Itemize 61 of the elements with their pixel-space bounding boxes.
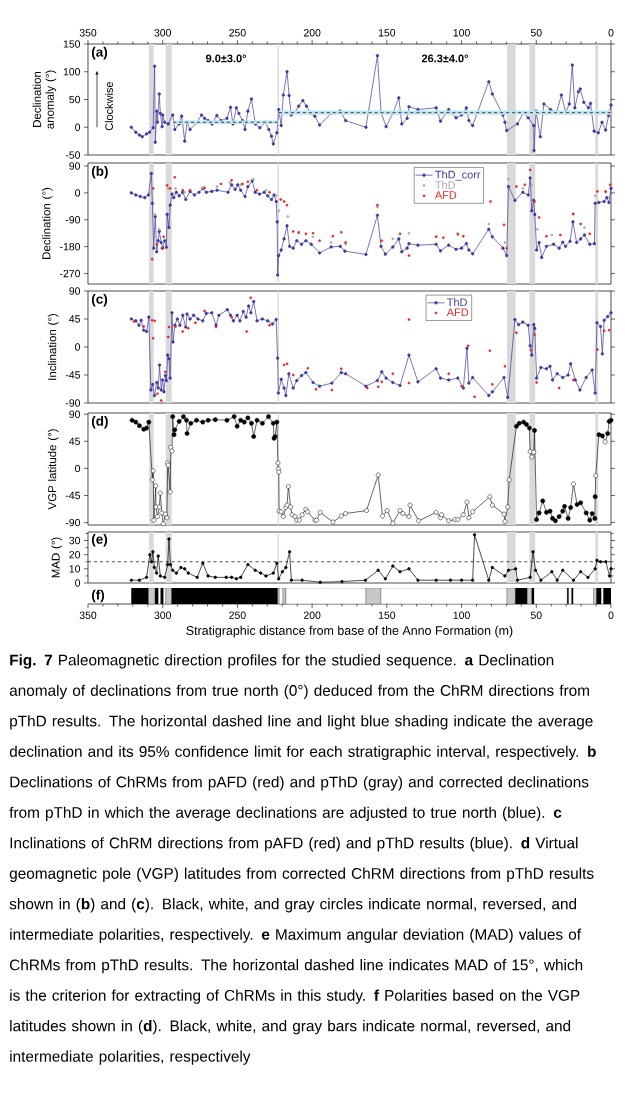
chart-title: (c) — [91, 293, 108, 307]
x-tick-label: 100 — [453, 611, 470, 619]
y-tick-label: 90 — [69, 287, 81, 295]
x-tick-label: 200 — [303, 29, 321, 37]
text: Fig. 7 Paleomagnetic direction profiles for the studied sequence. a Declination anomaly of declinations from true north (0°) deduced from the ChRM directions from pThD results. The horizontal dashed line and light blue shading indicate the average declination and its 95% confidence limit for each stratigraphic interval, respectively. b Declinations of ChRMs from pAFD (red) and pThD (gray) and corrected declinations from pThD in which the average declinations are adjusted to true north (blue). c Inclinations of ChRM directions from pAFD (red) and pThD results (blue). d Virtual geomagnetic pole (VGP) latitudes from corrected ChRM directions from pThD results shown in (b) and (c). Black, white, and gray circles indicate normal, reversed, and intermediate polarities, respectively. e Maximum angular deviation (MAD) values of ChRMs from pThD results. The horizontal dashed line indicates MAD of 15°, which is the criterion for extracting of ChRMs in this study. f Polarities based on the VGP latitudes shown in (d). Black, white, and gray bars indicate normal, reversed, and intermediate polarities, respectively — [9, 654, 596, 1065]
y-tick-label: 10 — [69, 565, 81, 573]
chart-title: (d) — [91, 415, 108, 429]
y-tick-label: -90 — [65, 518, 81, 527]
y-tick-label: -90 — [65, 216, 81, 224]
y-tick-label: 0 — [75, 464, 81, 473]
x-tick-label: 350 — [79, 611, 97, 619]
chart-title: (b) — [91, 166, 108, 179]
y-tick-label: 30 — [69, 536, 81, 545]
y-tick-label: 150 — [63, 40, 81, 48]
x-tick-label: 350 — [79, 29, 97, 37]
y-tick-label: -50 — [65, 151, 81, 159]
y-tick-label: 0 — [75, 189, 81, 197]
x-axis-title: Stratigraphic distance from base of the Anno Formation (m) — [186, 625, 513, 638]
y-tick-label: -270 — [60, 269, 81, 278]
y-axis-title: Inclination (°) — [47, 313, 59, 380]
x-tick-label: 100 — [453, 29, 470, 37]
x-tick-label: 50 — [530, 29, 542, 37]
x-tick-label: 150 — [378, 611, 396, 619]
y-tick-label: 50 — [69, 95, 81, 104]
y-axis-title: Declination anomaly (°) — [32, 70, 57, 129]
y-axis-title: Declination (°) — [42, 187, 53, 259]
legend-label: ThD — [435, 180, 456, 189]
x-tick-label: 150 — [378, 29, 396, 37]
y-tick-label: 45 — [69, 315, 81, 323]
x-tick-label: 200 — [303, 611, 321, 619]
x-tick-label: 250 — [229, 611, 246, 619]
x-tick-label: 0 — [608, 29, 614, 37]
x-tick-label: 250 — [229, 29, 246, 37]
y-tick-label: 90 — [69, 410, 81, 418]
chart-title: (f) — [91, 589, 105, 603]
y-tick-label: 45 — [69, 437, 81, 445]
y-axis-title: VGP latitude (°) — [47, 429, 59, 510]
annotation: Clockwise — [104, 81, 114, 131]
y-tick-label: -90 — [65, 399, 81, 407]
legend-label: ThD — [447, 298, 467, 307]
y-axis-title: MAD (°) — [51, 537, 62, 578]
y-tick-label: 0 — [75, 343, 81, 351]
y-tick-label: 100 — [63, 68, 81, 76]
legend-label: AFD — [446, 308, 469, 317]
y-tick-label: 90 — [69, 162, 81, 170]
x-tick-label: 0 — [608, 611, 614, 619]
x-tick-label: 300 — [154, 29, 172, 37]
y-tick-label: 0 — [75, 123, 81, 131]
annotation: 9.0±3.0° — [206, 54, 247, 63]
chart-title: (a) — [91, 46, 108, 60]
y-tick-label: 20 — [69, 550, 81, 559]
x-tick-label: 50 — [530, 611, 542, 619]
x-tick-label: 300 — [154, 611, 172, 619]
y-tick-label: 0 — [75, 579, 81, 587]
chart-title: (e) — [91, 533, 108, 547]
y-tick-label: -45 — [65, 371, 81, 379]
legend-label: AFD — [434, 191, 457, 199]
y-tick-label: -45 — [65, 491, 81, 500]
legend-label: ThD_corr — [435, 170, 481, 181]
annotation: 26.3±4.0° — [421, 54, 468, 63]
y-tick-label: -180 — [60, 242, 81, 251]
